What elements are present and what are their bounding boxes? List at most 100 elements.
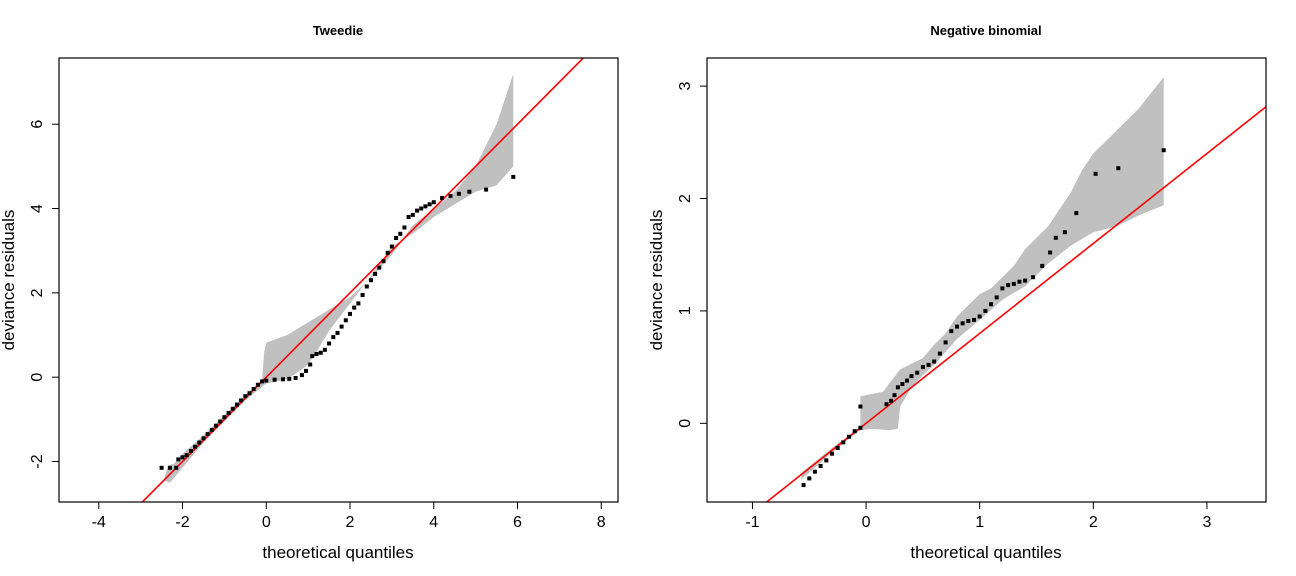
data-point bbox=[1048, 250, 1053, 255]
data-point bbox=[440, 196, 445, 200]
data-point bbox=[892, 393, 897, 398]
data-point bbox=[905, 378, 909, 383]
data-point bbox=[972, 317, 976, 322]
reference-line bbox=[141, 58, 585, 502]
data-point bbox=[1006, 283, 1011, 288]
data-point bbox=[884, 402, 889, 407]
y-tick-label: 4 bbox=[29, 204, 46, 213]
data-point bbox=[260, 379, 265, 384]
data-point bbox=[932, 359, 937, 364]
data-point bbox=[327, 341, 332, 346]
data-point bbox=[989, 302, 993, 307]
data-point bbox=[235, 402, 239, 407]
data-point bbox=[389, 244, 394, 249]
plot-area bbox=[58, 57, 619, 503]
data-point bbox=[201, 436, 206, 441]
data-point bbox=[205, 432, 210, 437]
x-tick-label: -2 bbox=[175, 514, 189, 531]
data-point bbox=[926, 362, 931, 367]
y-tick-label: -2 bbox=[29, 454, 46, 468]
plot-title: Negative binomial bbox=[930, 23, 1041, 38]
data-point bbox=[299, 373, 304, 378]
data-point bbox=[949, 329, 954, 334]
data-point bbox=[188, 449, 193, 453]
data-point bbox=[381, 259, 386, 264]
data-point bbox=[331, 335, 336, 340]
x-tick-label: -4 bbox=[92, 514, 106, 531]
y-axis-label: deviance residuals bbox=[647, 210, 666, 351]
data-point bbox=[243, 394, 248, 399]
data-point bbox=[360, 293, 365, 297]
x-tick-label: 0 bbox=[262, 514, 271, 531]
x-tick-label: 6 bbox=[513, 514, 522, 531]
data-point bbox=[423, 204, 428, 209]
data-point bbox=[431, 200, 436, 205]
data-point bbox=[373, 271, 378, 276]
data-point bbox=[348, 311, 352, 316]
data-point bbox=[1017, 279, 1022, 284]
plot-title: Tweedie bbox=[313, 23, 363, 38]
data-point bbox=[304, 368, 308, 373]
plot-frame bbox=[706, 57, 1267, 503]
data-point bbox=[239, 398, 244, 403]
x-tick-label: -1 bbox=[745, 514, 759, 531]
data-point bbox=[824, 458, 829, 463]
data-point bbox=[415, 208, 419, 213]
data-point bbox=[168, 465, 172, 470]
data-point bbox=[314, 352, 319, 356]
data-point bbox=[835, 446, 840, 450]
data-point bbox=[915, 370, 920, 375]
data-point bbox=[176, 457, 181, 462]
data-point bbox=[830, 451, 834, 456]
data-point bbox=[264, 378, 269, 383]
confidence-envelope bbox=[801, 77, 1164, 480]
data-point bbox=[1062, 230, 1067, 235]
data-point bbox=[377, 265, 382, 270]
x-tick-label: 3 bbox=[1202, 514, 1211, 531]
x-tick-label: 4 bbox=[429, 514, 438, 531]
data-point bbox=[807, 476, 812, 481]
data-point bbox=[889, 398, 894, 403]
data-point bbox=[983, 308, 988, 313]
data-point bbox=[159, 465, 164, 470]
data-point bbox=[222, 415, 227, 420]
y-tick-label: 6 bbox=[29, 120, 46, 129]
plot-content bbox=[765, 77, 1266, 502]
x-tick-label: 2 bbox=[346, 514, 355, 531]
data-point bbox=[841, 440, 846, 445]
data-point bbox=[977, 314, 982, 319]
data-point bbox=[281, 377, 285, 382]
data-point bbox=[801, 483, 806, 488]
y-tick-label: 0 bbox=[677, 419, 694, 428]
data-point bbox=[322, 347, 327, 352]
x-axis-label: theoretical quantiles bbox=[910, 543, 1061, 562]
y-axis-label: deviance residuals bbox=[0, 210, 18, 351]
x-tick-label: 2 bbox=[1089, 514, 1098, 531]
data-point bbox=[1053, 235, 1058, 240]
data-point bbox=[1093, 171, 1098, 176]
data-point bbox=[398, 231, 403, 236]
data-point bbox=[955, 324, 959, 329]
tweedie-qq-plot: Tweedie theoretical quantiles deviance r… bbox=[0, 23, 619, 562]
data-point bbox=[180, 455, 185, 460]
y-tick-label: 3 bbox=[677, 82, 694, 91]
data-point bbox=[209, 427, 214, 432]
data-point bbox=[937, 351, 942, 356]
negative-binomial-qq-plot: Negative binomial theoretical quantiles … bbox=[647, 23, 1267, 562]
data-point bbox=[909, 374, 914, 379]
data-point bbox=[960, 321, 965, 326]
data-point bbox=[402, 225, 407, 230]
data-point bbox=[1161, 148, 1166, 153]
confidence-envelope bbox=[163, 73, 514, 483]
data-point bbox=[920, 365, 925, 370]
data-point bbox=[467, 189, 472, 194]
data-point bbox=[1000, 286, 1005, 291]
data-point bbox=[895, 385, 900, 390]
data-point bbox=[230, 406, 235, 411]
data-point bbox=[900, 382, 905, 386]
data-point bbox=[1011, 281, 1016, 286]
x-tick-label: 8 bbox=[597, 514, 606, 531]
y-tick-label: 0 bbox=[29, 373, 46, 382]
data-point bbox=[310, 354, 315, 359]
data-point bbox=[218, 419, 223, 424]
